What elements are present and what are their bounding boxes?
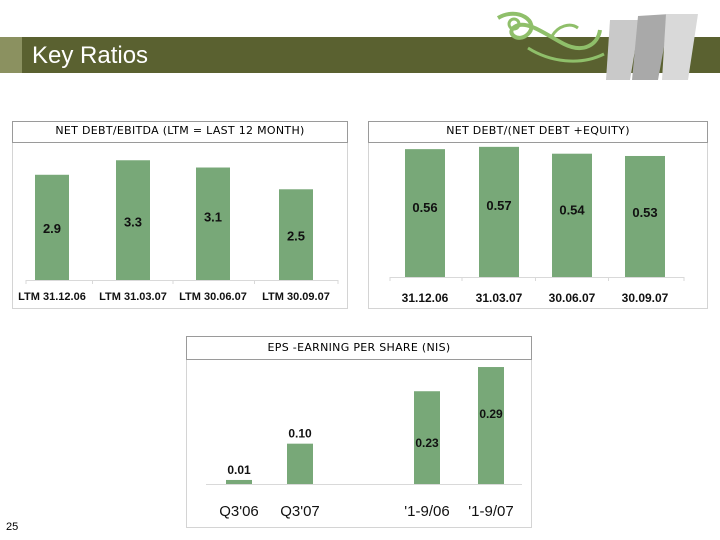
chart-2-title: NET DEBT/(NET DEBT +EQUITY) xyxy=(368,121,708,143)
data-label-4: 0.29 xyxy=(479,407,503,421)
data-label-4: 0.53 xyxy=(632,205,657,220)
tick-label-2: 31.03.07 xyxy=(476,291,523,305)
data-label-1: 0.01 xyxy=(227,463,251,477)
bar-3 xyxy=(196,167,230,280)
page-number: 25 xyxy=(6,521,19,533)
chart-3-plot: 0.01 Q3'06 0.10 Q3'07 0.23 '1-9/06 0.29 '1-9/07 xyxy=(206,367,522,520)
bar-4 xyxy=(279,189,313,280)
tick-label-3: 30.06.07 xyxy=(549,291,596,305)
logo-swirl-graphic xyxy=(496,11,698,80)
tick-label-3: '1-9/06 xyxy=(404,503,449,520)
bar-4 xyxy=(625,155,665,277)
chart-1-plot: 2.9 LTM 31.12.06 3.3 LTM 31.03.07 3.1 LTM 30.… xyxy=(18,160,339,303)
chart-3-title: EPS -EARNING PER SHARE (NIS) xyxy=(186,336,532,360)
bar-2 xyxy=(116,160,150,280)
bar-3 xyxy=(414,391,440,484)
chart-2-plot: 0.56 31.12.06 0.57 31.03.07 0.54 30.06.07 0.53… xyxy=(389,146,685,305)
bar-1 xyxy=(35,174,69,280)
data-label-2: 0.10 xyxy=(288,427,312,441)
data-label-3: 0.54 xyxy=(559,203,585,218)
tick-label-4: LTM 30.09.07 xyxy=(262,291,330,303)
tick-label-1: LTM 31.12.06 xyxy=(18,291,86,303)
data-label-3: 0.23 xyxy=(415,436,439,450)
bar-1 xyxy=(405,149,445,277)
data-label-2: 3.3 xyxy=(124,214,142,229)
tick-label-3: LTM 30.06.07 xyxy=(179,291,247,303)
bar-3 xyxy=(552,153,592,277)
data-label-4: 2.5 xyxy=(287,228,305,243)
chart-1-title: NET DEBT/EBITDA (LTM = LAST 12 MONTH) xyxy=(12,121,348,143)
tick-label-1: Q3'06 xyxy=(219,503,259,520)
slide-title: Key Ratios xyxy=(32,42,149,69)
title-bar-accent xyxy=(0,37,22,73)
bar-2 xyxy=(479,146,519,277)
data-label-3: 3.1 xyxy=(204,210,222,225)
bar-4 xyxy=(478,367,504,484)
tick-label-4: '1-9/07 xyxy=(468,503,513,520)
bar-1 xyxy=(226,479,252,484)
data-label-1: 2.9 xyxy=(43,221,61,236)
tick-label-1: 31.12.06 xyxy=(402,291,449,305)
data-label-1: 0.56 xyxy=(412,200,437,215)
tick-label-4: 30.09.07 xyxy=(622,291,669,305)
data-label-2: 0.57 xyxy=(486,198,511,213)
tick-label-2: LTM 31.03.07 xyxy=(99,291,167,303)
tick-label-2: Q3'07 xyxy=(280,503,320,520)
bar-2 xyxy=(287,443,313,484)
